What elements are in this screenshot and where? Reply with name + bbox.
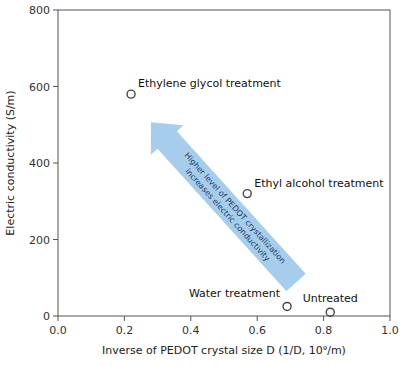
annotation-text-group: Higher level of PEDOT crystallizationinc… [175,151,287,272]
y-tick-label: 400 [29,157,50,170]
y-tick-label: 0 [43,310,50,323]
y-tick [53,316,58,317]
y-axis-label: Electric conductivity (S/m) [4,90,17,235]
point [326,308,334,316]
x-tick [124,316,125,321]
x-axis-label: Inverse of PEDOT crystal size D (1/D, 10… [102,344,346,357]
y-tick [53,10,58,11]
point [127,90,135,98]
x-tick-label: 0.2 [116,324,134,337]
plot-frame [58,10,390,316]
x-tick-label: 0.4 [182,324,200,337]
y-tick-label: 200 [29,234,50,247]
x-tick [190,316,191,321]
point [243,190,251,198]
annotation-text: Higher level of PEDOT crystallization [182,151,287,266]
point [283,302,291,310]
x-tick [390,316,391,321]
y-tick-label: 600 [29,81,50,94]
y-tick [53,239,58,240]
y-tick-label: 800 [29,4,50,17]
x-tick [257,316,258,321]
x-tick [58,316,59,321]
y-tick [53,86,58,87]
point-label: Ethyl alcohol treatment [254,177,384,190]
point-label: Ethylene glycol treatment [138,77,282,90]
chart: 0.0 0.2 0.4 0.6 0.8 1.0 0 200 400 600 800 Inverse o… [0,0,400,366]
x-tick [323,316,324,321]
annotation-arrow [151,122,306,291]
y-tick [53,163,58,164]
x-tick-label: 0.6 [248,324,266,337]
x-tick-label: 0.0 [49,324,67,337]
x-tick-label: 1.0 [381,324,399,337]
x-tick-label: 0.8 [315,324,333,337]
point-label: Water treatment [189,287,281,300]
point-label: Untreated [303,292,358,305]
plot-area [58,10,390,316]
